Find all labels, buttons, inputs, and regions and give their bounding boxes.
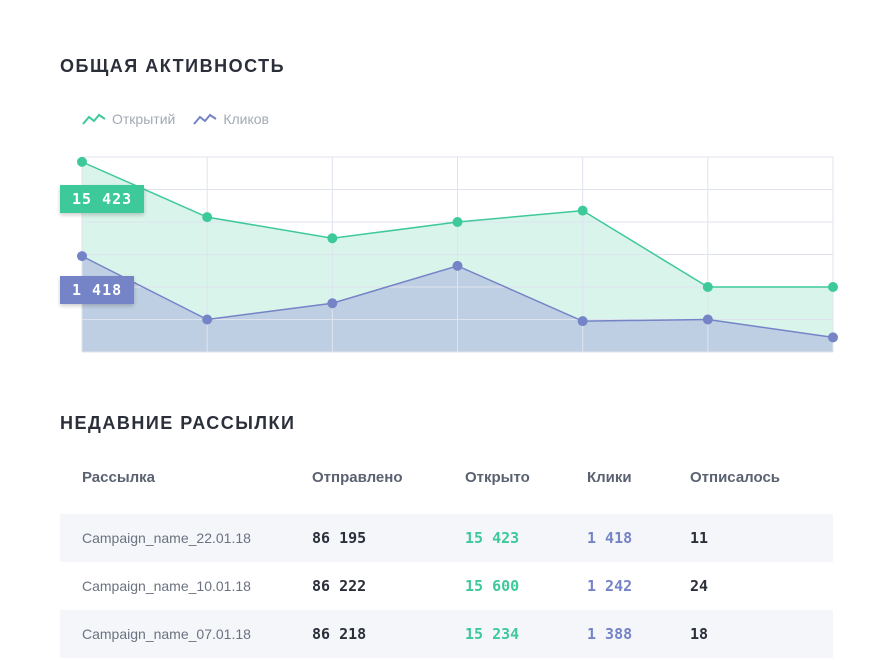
clicks-value-badge: 1 418 <box>60 276 135 304</box>
sent-count: 86 222 <box>312 577 367 595</box>
trend-line-icon <box>193 113 217 125</box>
opened-count: 15 600 <box>465 577 520 595</box>
column-header-clicks[interactable]: Клики <box>587 468 632 486</box>
chart-legend: Открытий Кликов <box>82 111 269 127</box>
data-point <box>77 251 87 262</box>
column-header-unsubscribed[interactable]: Отписалось <box>690 468 781 486</box>
data-point <box>702 314 713 325</box>
data-point <box>702 282 713 292</box>
table-row[interactable]: Campaign_name_07.01.18 86 218 15 234 1 3… <box>60 610 833 658</box>
table-row[interactable]: Campaign_name_10.01.18 86 222 15 600 1 2… <box>60 562 833 610</box>
trend-line-icon <box>82 113 106 125</box>
campaign-name[interactable]: Campaign_name_10.01.18 <box>82 578 251 594</box>
table-row[interactable]: Campaign_name_22.01.18 86 195 15 423 1 4… <box>60 514 833 562</box>
data-point <box>452 217 463 227</box>
data-point <box>327 298 338 309</box>
table-header: Рассылка Отправлено Открыто Клики Отписа… <box>60 453 833 501</box>
opened-count: 15 234 <box>465 625 520 643</box>
legend-label-opens: Открытий <box>112 111 176 127</box>
legend-label-clicks: Кликов <box>223 111 269 127</box>
data-point <box>577 205 588 216</box>
data-point <box>452 260 463 271</box>
data-point <box>202 212 213 223</box>
column-header-sent[interactable]: Отправлено <box>312 468 403 486</box>
opens-value-badge: 15 423 <box>60 185 145 213</box>
activity-title: ОБЩАЯ АКТИВНОСТЬ <box>60 56 286 76</box>
column-header-opened[interactable]: Открыто <box>465 468 530 486</box>
data-point <box>202 314 213 325</box>
data-point <box>327 233 338 244</box>
sent-count: 86 195 <box>312 529 367 547</box>
clicks-count: 1 418 <box>587 529 633 547</box>
clicks-count: 1 388 <box>587 625 633 643</box>
legend-item-opens[interactable]: Открытий <box>82 111 175 127</box>
data-point <box>577 316 588 327</box>
unsubscribed-count: 11 <box>690 529 709 547</box>
clicks-count: 1 242 <box>587 577 633 595</box>
campaign-name[interactable]: Campaign_name_22.01.18 <box>82 530 251 546</box>
recent-campaigns-title: НЕДАВНИЕ РАССЫЛКИ <box>60 413 296 433</box>
campaigns-table: Рассылка Отправлено Открыто Клики Отписа… <box>60 453 833 658</box>
data-point <box>77 156 87 167</box>
opened-count: 15 423 <box>465 529 520 547</box>
sent-count: 86 218 <box>312 625 367 643</box>
campaign-name[interactable]: Campaign_name_07.01.18 <box>82 626 251 642</box>
activity-chart <box>77 156 838 353</box>
unsubscribed-count: 24 <box>690 577 709 595</box>
column-header-campaign[interactable]: Рассылка <box>82 468 156 486</box>
unsubscribed-count: 18 <box>690 625 709 643</box>
legend-item-clicks[interactable]: Кликов <box>193 111 269 127</box>
data-point <box>828 332 838 343</box>
data-point <box>828 282 838 292</box>
